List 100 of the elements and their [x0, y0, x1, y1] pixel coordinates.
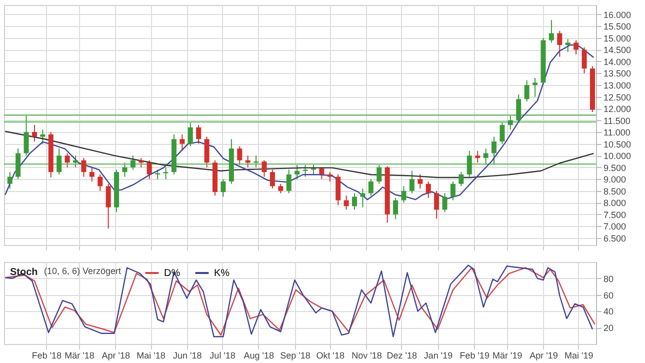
candlestick: [483, 148, 488, 166]
y-tick-label: 12.500: [604, 92, 632, 102]
candlestick: [32, 124, 37, 142]
candlestick: [204, 136, 210, 168]
x-tick-label: Jan '19: [424, 350, 453, 360]
y-tick-label: 14.500: [604, 45, 632, 56]
text: Stoch: [10, 267, 38, 278]
y-tick-label: 16.000: [604, 10, 632, 20]
candlestick: [409, 170, 414, 194]
candlestick: [376, 164, 382, 184]
x-tick-label: Mai '18: [136, 350, 166, 360]
candlestick: [188, 122, 193, 147]
y-tick-label: 12.000: [604, 104, 632, 114]
y-tick-label: 14.000: [604, 56, 632, 67]
candlestick: [336, 174, 341, 206]
candlestick: [7, 172, 12, 190]
candlestick: [122, 162, 128, 178]
x-tick-label: Nov '18: [352, 350, 382, 360]
x-tick-label: Dez '18: [386, 350, 418, 360]
candlestick: [574, 40, 579, 55]
y-tick-label: 10.500: [604, 139, 632, 150]
candlestick: [352, 192, 358, 210]
y-tick-label: 7.500: [604, 210, 626, 220]
y-tick-label: 40: [604, 306, 614, 317]
y-tick-label: 11.000: [604, 128, 630, 138]
candlestick: [294, 164, 300, 180]
candlestick: [344, 195, 349, 210]
candlestick: [327, 172, 332, 182]
y-tick-label: 15.500: [604, 22, 632, 32]
candlestick: [582, 46, 587, 74]
y-tick-label: 80: [604, 274, 614, 284]
candlestick: [106, 183, 111, 230]
candlestick: [270, 169, 275, 190]
candlestick: [418, 174, 423, 190]
x-tick-label: Apr '19: [530, 350, 558, 360]
chart-subtitle: (10, 6, 6) Verzögert: [44, 266, 122, 276]
y-tick-label: 8.500: [604, 186, 626, 196]
candlestick: [492, 136, 497, 166]
candlestick: [278, 183, 284, 194]
x-tick-label: Mai '19: [564, 350, 594, 360]
candlestick: [146, 160, 152, 180]
candlestick: [81, 157, 86, 178]
candlestick: [565, 38, 570, 53]
legend-label: K%: [214, 268, 230, 279]
candlestick: [64, 152, 70, 168]
x-tick-label: Sep '18: [280, 350, 310, 360]
candlestick: [475, 150, 480, 164]
x-tick-label: Feb '19: [460, 350, 490, 360]
x-tick-label: Jul '18: [210, 350, 236, 360]
candlestick: [302, 164, 308, 178]
x-tick-label: Aug '18: [244, 350, 274, 360]
candlestick: [89, 166, 94, 182]
candlestick: [40, 129, 46, 144]
y-tick-label: 20: [604, 323, 614, 334]
candlestick: [24, 115, 29, 156]
x-tick-label: Okt '18: [316, 350, 345, 360]
candlestick: [196, 124, 202, 144]
candlestick: [286, 169, 292, 194]
candlestick: [155, 169, 160, 180]
x-tick-label: Apr '18: [102, 350, 130, 360]
y-tick-label: 13.000: [604, 80, 632, 90]
candlestick: [548, 20, 554, 44]
candlestick: [557, 30, 562, 58]
candlestick: [450, 180, 456, 201]
candlestick: [220, 178, 226, 198]
candlestick: [516, 94, 522, 124]
y-tick-label: 8.000: [604, 198, 626, 208]
candlestick: [360, 188, 366, 208]
y-tick-label: 60: [604, 290, 614, 300]
candlestick: [56, 148, 62, 175]
candlestick: [532, 77, 538, 98]
candlestick: [442, 192, 448, 213]
x-tick-label: Mär '19: [492, 350, 522, 360]
y-tick-label: 13.500: [604, 68, 632, 79]
candlestick: [466, 150, 472, 178]
candlestick: [434, 190, 440, 220]
candlestick: [262, 160, 267, 178]
candlestick: [426, 180, 431, 198]
y-tick-label: 11.500: [604, 116, 630, 126]
candlestick: [130, 155, 136, 170]
candlestick: [458, 172, 464, 187]
candlestick: [368, 178, 374, 196]
y-tick-label: 9.000: [604, 174, 626, 185]
candlestick: [98, 174, 103, 192]
x-tick-label: Feb '18: [32, 350, 62, 360]
y-tick-label: 9.500: [604, 162, 626, 173]
candlestick: [180, 134, 185, 152]
y-tick-label: 7.000: [604, 222, 626, 232]
y-tick-label: 6.500: [604, 233, 626, 244]
line-series: [4, 130, 594, 178]
candlestick: [393, 197, 398, 220]
y-tick-label: 10.000: [604, 151, 632, 162]
candlestick: [16, 148, 21, 180]
candlestick: [500, 122, 505, 144]
candlestick: [401, 186, 406, 204]
x-tick-label: Jun '18: [173, 350, 202, 360]
candlestick: [508, 115, 513, 130]
y-tick-label: 15.000: [604, 33, 632, 44]
candlestick: [524, 80, 530, 102]
x-tick-label: Mär '18: [64, 350, 94, 360]
